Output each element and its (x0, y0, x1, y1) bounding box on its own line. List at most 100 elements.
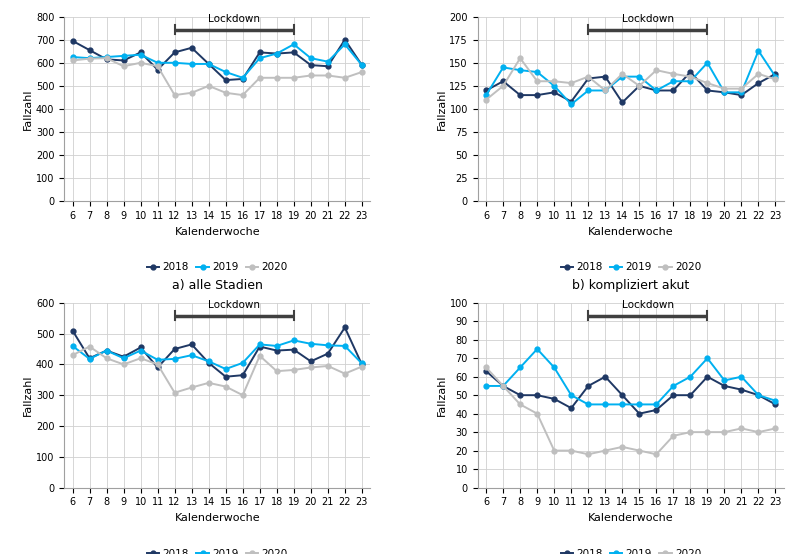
2019 (498, 383, 508, 389)
2018 (498, 78, 508, 85)
2020 (515, 55, 525, 61)
2019 (221, 69, 230, 75)
Y-axis label: Fallzahl: Fallzahl (437, 88, 446, 130)
2019 (651, 87, 661, 94)
X-axis label: Kalenderwoche: Kalenderwoche (174, 227, 260, 237)
2018 (669, 392, 678, 398)
2018 (754, 80, 763, 86)
2018 (136, 49, 146, 56)
2020 (720, 85, 730, 92)
2020 (170, 92, 179, 99)
2018 (583, 75, 593, 82)
2019 (651, 401, 661, 408)
2019 (187, 60, 197, 67)
2019 (498, 64, 508, 71)
2018 (272, 50, 282, 57)
2020 (255, 74, 265, 81)
Line: 2020: 2020 (484, 56, 778, 102)
2020 (702, 80, 712, 86)
Line: 2018: 2018 (484, 70, 778, 105)
2020 (583, 73, 593, 80)
2019 (340, 342, 350, 349)
2020 (85, 55, 94, 62)
2020 (221, 89, 230, 96)
2018 (686, 392, 695, 398)
2018 (634, 411, 644, 417)
2019 (68, 342, 78, 349)
2018 (68, 38, 78, 44)
2019 (634, 73, 644, 80)
2019 (118, 355, 128, 362)
2018 (323, 350, 333, 357)
2020 (634, 447, 644, 454)
2019 (255, 55, 265, 61)
2019 (686, 373, 695, 380)
2019 (289, 337, 298, 343)
2019 (170, 59, 179, 66)
2019 (340, 41, 350, 48)
2018 (601, 73, 610, 80)
2019 (221, 366, 230, 372)
2019 (515, 67, 525, 74)
2020 (669, 433, 678, 439)
2018 (272, 347, 282, 354)
2018 (306, 62, 316, 69)
2020 (170, 389, 179, 396)
2019 (255, 341, 265, 348)
2019 (618, 401, 627, 408)
2019 (153, 356, 162, 363)
2020 (323, 72, 333, 79)
2019 (136, 347, 146, 354)
2020 (770, 76, 780, 83)
2018 (686, 69, 695, 75)
2018 (618, 392, 627, 398)
2019 (102, 347, 111, 354)
2018 (669, 87, 678, 94)
2020 (686, 429, 695, 435)
2020 (118, 361, 128, 368)
2020 (187, 384, 197, 391)
2019 (102, 54, 111, 60)
2020 (770, 425, 780, 432)
2018 (238, 75, 247, 82)
2018 (634, 83, 644, 89)
2020 (68, 352, 78, 358)
2019 (68, 54, 78, 60)
2018 (306, 358, 316, 365)
2019 (754, 48, 763, 54)
2018 (255, 49, 265, 56)
2020 (550, 78, 559, 85)
2020 (118, 63, 128, 70)
2020 (289, 367, 298, 373)
2018 (221, 77, 230, 84)
2020 (737, 85, 746, 92)
2019 (515, 364, 525, 371)
Line: 2019: 2019 (484, 48, 778, 107)
2020 (583, 451, 593, 458)
2019 (583, 401, 593, 408)
2019 (272, 342, 282, 349)
2019 (601, 401, 610, 408)
2019 (702, 355, 712, 362)
Line: 2018: 2018 (484, 369, 778, 416)
2019 (583, 87, 593, 94)
2020 (204, 83, 214, 89)
2018 (102, 56, 111, 63)
2019 (153, 59, 162, 66)
2020 (357, 69, 366, 75)
2019 (720, 89, 730, 96)
2020 (340, 74, 350, 81)
2019 (618, 73, 627, 80)
2018 (550, 396, 559, 402)
2020 (498, 383, 508, 389)
Legend: 2018, 2019, 2020: 2018, 2019, 2020 (142, 258, 291, 276)
2019 (238, 74, 247, 81)
2019 (532, 346, 542, 352)
2018 (651, 87, 661, 94)
2020 (532, 78, 542, 85)
2020 (136, 59, 146, 66)
2020 (187, 89, 197, 96)
2019 (550, 364, 559, 371)
2018 (255, 343, 265, 350)
2018 (204, 60, 214, 67)
